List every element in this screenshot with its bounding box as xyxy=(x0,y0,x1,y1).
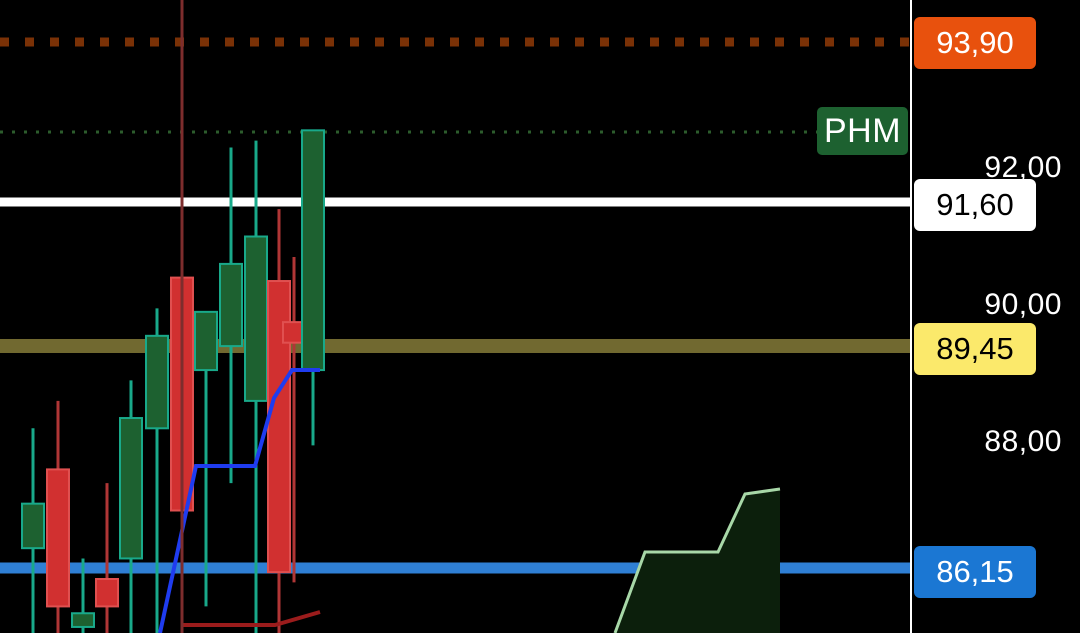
candle xyxy=(145,308,169,633)
candle-body xyxy=(95,578,119,608)
candle-body xyxy=(301,129,325,372)
candle xyxy=(267,209,291,633)
candle xyxy=(282,257,306,583)
last-price[interactable]: 91,60 xyxy=(914,179,1036,231)
symbol-badge[interactable]: PHM xyxy=(817,107,908,155)
order-price[interactable]: 89,45 xyxy=(914,323,1036,375)
candlestick-series xyxy=(21,37,325,633)
projection-area xyxy=(613,487,781,633)
candle-body xyxy=(145,334,169,430)
candle xyxy=(244,140,268,633)
candle xyxy=(95,483,119,633)
candle-body xyxy=(219,262,243,348)
candle-body xyxy=(119,417,143,560)
projection-area-line xyxy=(613,487,781,633)
projection-area-fill xyxy=(615,489,780,633)
price-axis-tick: 90,00 xyxy=(984,288,1062,321)
candle-body xyxy=(21,502,45,550)
price-axis-tick: 92,00 xyxy=(984,151,1062,184)
price-axis[interactable]: 92,00 90,00 88,00 93,90 91,60 89,45 86,15 xyxy=(910,0,1080,633)
candle-body xyxy=(244,235,268,402)
dark-red-baseline xyxy=(183,610,321,627)
candle xyxy=(119,380,143,633)
candle xyxy=(71,558,95,633)
chart-plot-area[interactable]: PHM xyxy=(0,0,910,633)
support-price[interactable]: 86,15 xyxy=(914,546,1036,598)
high-alert-price[interactable]: 93,90 xyxy=(914,17,1036,69)
candle-body xyxy=(194,310,218,372)
candle xyxy=(21,428,45,633)
candle xyxy=(219,147,243,484)
blue-stepline xyxy=(158,368,320,633)
candle-body xyxy=(46,468,70,608)
chart-canvas xyxy=(0,0,910,633)
candle-body xyxy=(71,612,95,628)
overlay-lines xyxy=(158,368,321,633)
symbol-badge-label: PHM xyxy=(823,111,902,150)
candle xyxy=(46,400,70,633)
price-axis-tick: 88,00 xyxy=(984,425,1062,458)
candle xyxy=(194,310,218,607)
candle xyxy=(301,129,325,446)
